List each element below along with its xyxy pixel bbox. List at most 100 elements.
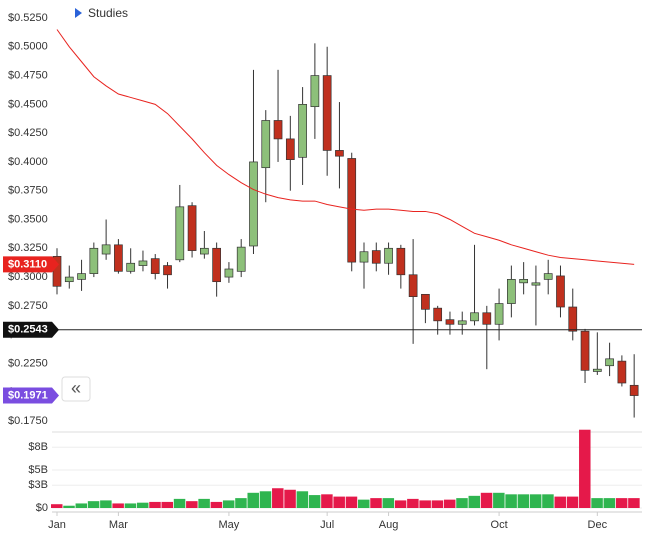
legend-icon[interactable] <box>75 8 82 18</box>
volume-bar <box>493 492 505 508</box>
volume-bar <box>247 492 259 508</box>
candle-body <box>52 255 62 287</box>
x-tick-label: May <box>219 519 240 531</box>
volume-bar <box>358 499 370 508</box>
volume-bar <box>308 495 321 508</box>
volume-bar <box>542 494 554 508</box>
collapse-icon[interactable]: « <box>71 378 81 398</box>
price-tag <box>3 256 59 273</box>
volume-bar <box>554 496 566 508</box>
candle-body <box>617 360 627 384</box>
collapse-button[interactable] <box>61 376 91 402</box>
volume-bar <box>87 501 100 508</box>
volume-bar <box>419 500 431 508</box>
volume-bar <box>382 498 395 508</box>
volume-bar <box>517 494 530 508</box>
volume-bar <box>579 429 591 508</box>
candle-body <box>396 247 406 276</box>
candle-body <box>285 138 295 160</box>
candle-body <box>322 75 332 151</box>
y-tick-label: $0.4000 <box>8 156 48 168</box>
y-tick-label: $0.4500 <box>8 98 48 110</box>
volume-bar <box>345 496 358 508</box>
volume-bar <box>296 491 309 508</box>
candle-body <box>200 247 209 255</box>
volume-bar <box>407 498 419 508</box>
candle-body <box>384 247 393 264</box>
candle-body <box>77 273 86 280</box>
x-tick-label: Mar <box>109 519 128 531</box>
y-tick-label: $0.1750 <box>8 415 48 427</box>
candle-body <box>433 307 443 322</box>
candle-body <box>310 75 320 108</box>
candle-body <box>482 312 492 325</box>
moving-average-line <box>56 29 635 265</box>
candle-body <box>163 265 172 276</box>
volume-bar <box>124 503 137 508</box>
volume-bar <box>161 501 174 508</box>
candle-body <box>580 330 590 371</box>
price-tag <box>3 387 59 404</box>
volume-bar <box>186 501 198 508</box>
volume-bar <box>566 496 579 508</box>
volume-bar <box>591 498 603 508</box>
volume-bar <box>370 498 382 508</box>
candle-body <box>494 303 504 325</box>
volume-bar <box>615 498 628 508</box>
candle-body <box>592 368 602 372</box>
candle-body <box>150 258 160 274</box>
candle-body <box>64 276 74 283</box>
volume-bar <box>443 499 456 508</box>
volume-bar <box>333 496 345 508</box>
volume-bar <box>431 500 444 508</box>
volume-bar <box>321 494 333 508</box>
volume-bar <box>149 501 161 508</box>
volume-bar <box>505 494 517 508</box>
candle-body <box>457 320 467 325</box>
volume-bar <box>112 503 124 508</box>
y-tick-label: $0.5000 <box>8 41 48 53</box>
y-tick-label: $0.3000 <box>8 271 48 283</box>
candle-body <box>114 244 123 272</box>
volume-tick-label: $5B <box>28 464 48 476</box>
candle-body <box>249 161 258 247</box>
candle-body <box>408 274 418 297</box>
candle-body <box>507 279 516 304</box>
price-tag-label: $0.3110 <box>8 258 47 270</box>
x-tick-label: Jan <box>48 519 66 531</box>
y-tick-label: $0.4250 <box>8 127 48 139</box>
volume-bar <box>100 500 112 508</box>
volume-bar <box>210 501 223 508</box>
volume-bar <box>456 498 468 508</box>
price-tag-label: $0.1971 <box>8 389 48 401</box>
candle-body <box>531 282 541 286</box>
candle-body <box>568 306 578 332</box>
x-tick-label: Oct <box>491 519 508 531</box>
volume-bar <box>468 495 481 508</box>
volume-bar <box>259 491 272 508</box>
candle-body <box>347 158 357 263</box>
legend-label[interactable]: Studies <box>88 6 128 20</box>
candle-body <box>261 120 271 169</box>
candle-body <box>359 251 369 263</box>
volume-bar <box>284 489 296 508</box>
volume-bar <box>63 505 75 508</box>
candle-body <box>556 275 565 308</box>
volume-bar <box>394 500 407 508</box>
y-tick-label: $0.2750 <box>8 300 48 312</box>
price-tag <box>3 321 59 338</box>
y-tick-label: $0.3750 <box>8 185 48 197</box>
volume-bar <box>480 492 493 508</box>
volume-bar <box>51 504 63 508</box>
volume-bar <box>222 500 235 508</box>
y-tick-label: $0.3250 <box>8 242 48 254</box>
candle-body <box>175 206 185 261</box>
candle-body <box>224 268 234 278</box>
candle-body <box>445 319 455 325</box>
candle-body <box>273 120 283 140</box>
candle-body <box>89 247 99 274</box>
volume-bar <box>136 502 149 508</box>
candle-body <box>126 262 136 272</box>
volume-bar <box>272 488 284 508</box>
